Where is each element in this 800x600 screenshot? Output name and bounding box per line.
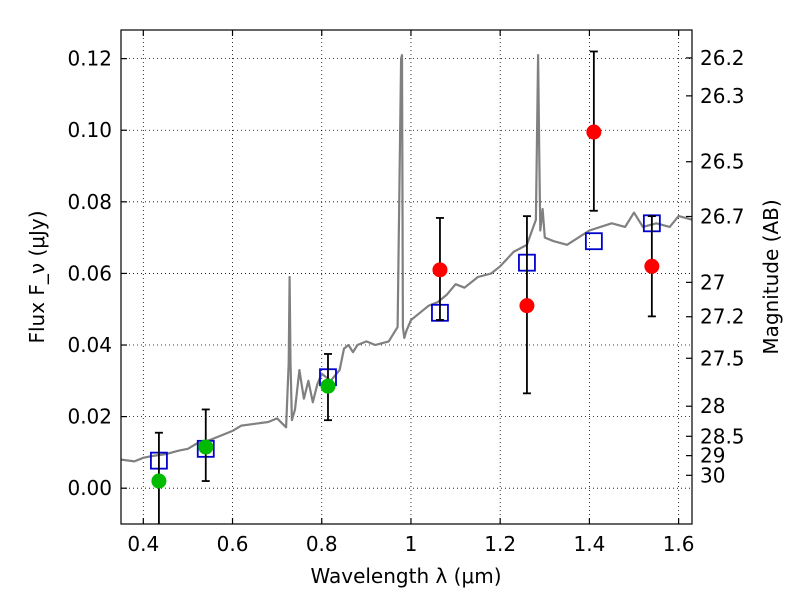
observed-point <box>151 473 167 489</box>
observed-point <box>432 262 448 278</box>
plot-area <box>121 50 692 524</box>
right-tick-label: 30 <box>700 463 725 487</box>
x-tick-label: 0.8 <box>306 532 338 556</box>
right-tick-label: 29 <box>700 444 725 468</box>
y-tick-label: 0.12 <box>67 47 112 71</box>
observed-point <box>644 258 660 274</box>
right-tick-label: 28.5 <box>700 424 745 448</box>
right-tick-label: 27.2 <box>700 305 745 329</box>
y-tick-label: 0.08 <box>67 190 112 214</box>
model-photometry-square <box>584 232 603 251</box>
observed-point <box>198 439 214 455</box>
x-tick-label: 1.6 <box>663 532 695 556</box>
x-tick-label: 0.6 <box>217 532 249 556</box>
right-tick-label: 28 <box>700 394 725 418</box>
x-tick-label: 0.4 <box>127 532 159 556</box>
axes-ticks: 0.4 0.6 0.8 1 1.2 1.4 1.6 0.00 0.02 0.04 0.06 0.08 0… <box>67 30 745 556</box>
y-tick-label: 0.06 <box>67 261 112 285</box>
observed-point <box>320 378 336 394</box>
right-tick-label: 26.2 <box>700 46 745 70</box>
observed-point <box>586 124 602 140</box>
y-axis-label: Flux F_ν (μJy) <box>25 210 49 343</box>
x-tick-label: 1.4 <box>573 532 605 556</box>
spectrum-line <box>121 53 692 463</box>
y-tick-label: 0.00 <box>67 476 112 500</box>
y-tick-label: 0.10 <box>67 118 112 142</box>
right-tick-label: 27 <box>700 270 725 294</box>
x-tick-label: 1.2 <box>484 532 516 556</box>
right-tick-label: 26.5 <box>700 150 745 174</box>
right-tick-label: 27.5 <box>700 346 745 370</box>
y-tick-label: 0.02 <box>67 405 112 429</box>
plot-frame <box>120 29 693 525</box>
x-axis-label: Wavelength λ (μm) <box>310 564 501 588</box>
observed-point <box>519 298 535 314</box>
right-tick-label: 26.7 <box>700 205 745 229</box>
y-tick-label: 0.04 <box>67 333 112 357</box>
right-tick-label: 26.3 <box>700 84 745 108</box>
right-axis-label: Magnitude (AB) <box>759 199 783 354</box>
x-tick-label: 1 <box>405 532 418 556</box>
